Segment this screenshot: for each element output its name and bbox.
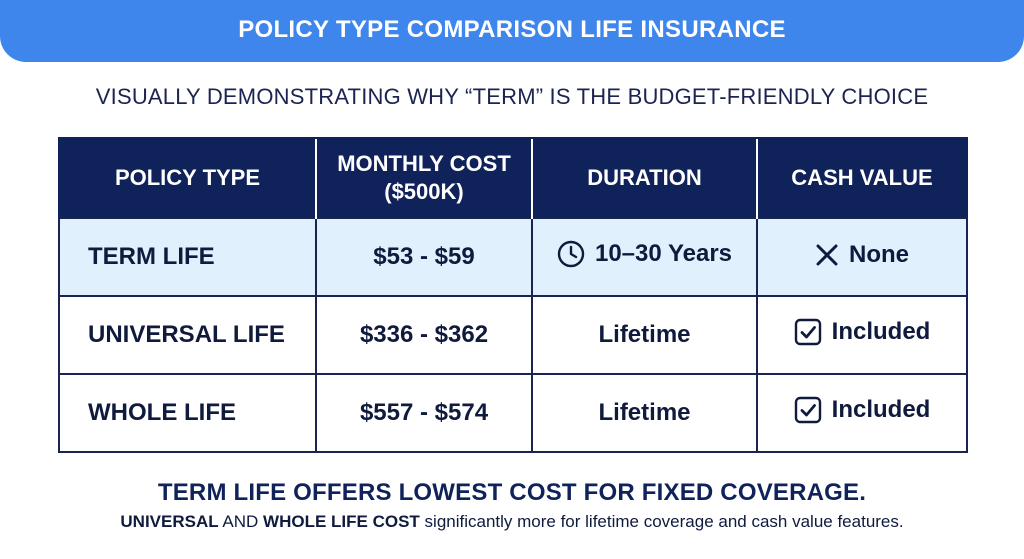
- table-row-whole-life: WHOLE LIFE $557 - $574 Lifetime Included: [58, 373, 968, 453]
- checkbox-checked-icon: [794, 318, 822, 346]
- policy-name: UNIVERSAL LIFE: [58, 295, 317, 375]
- page-title: POLICY TYPE COMPARISON LIFE INSURANCE: [238, 16, 786, 43]
- header-monthly-cost-line1: MONTHLY COST: [337, 151, 511, 176]
- clock-icon: [557, 240, 585, 268]
- x-mark-icon: [815, 243, 839, 267]
- footer-note-bold-whole-life: WHOLE LIFE COST: [263, 512, 420, 531]
- policy-name: WHOLE LIFE: [58, 373, 317, 453]
- cash-value-text: None: [849, 240, 909, 268]
- header-monthly-cost-line2: ($500K): [384, 179, 464, 204]
- duration-value: Lifetime: [531, 295, 758, 375]
- policy-name: TERM LIFE: [58, 217, 317, 297]
- cash-value-text: Included: [831, 395, 931, 423]
- header-monthly-cost: MONTHLY COST ($500K): [315, 137, 532, 218]
- footer-note-text-and: AND: [218, 512, 264, 531]
- duration-value: Lifetime: [531, 373, 758, 453]
- footer-note-bold-universal: UNIVERSAL: [120, 512, 219, 531]
- monthly-cost: $336 - $362: [315, 295, 533, 375]
- checkbox-checked-icon: [794, 396, 822, 424]
- duration-value: 10–30 Years: [594, 239, 733, 267]
- table-row-universal-life: UNIVERSAL LIFE $336 - $362 Lifetime Incl…: [58, 295, 968, 375]
- table-row-term-life: TERM LIFE $53 - $59 10–30 Years: [58, 217, 968, 297]
- header-cash-value: CASH VALUE: [756, 137, 968, 218]
- cash-value-text: Included: [831, 317, 931, 345]
- title-banner: POLICY TYPE COMPARISON LIFE INSURANCE: [0, 0, 1024, 62]
- footer-note-text-rest: significantly more for lifetime coverage…: [419, 512, 904, 531]
- comparison-table: POLICY TYPE MONTHLY COST ($500K) DURATIO…: [58, 137, 968, 453]
- footer-note: UNIVERSAL AND WHOLE LIFE COST significan…: [0, 512, 1024, 532]
- cash-value-cell: Included: [756, 373, 968, 453]
- monthly-cost: $557 - $574: [315, 373, 533, 453]
- page-subtitle: VISUALLY DEMONSTRATING WHY “TERM” IS THE…: [95, 84, 929, 109]
- header-duration: DURATION: [531, 137, 757, 218]
- table-header-row: POLICY TYPE MONTHLY COST ($500K) DURATIO…: [58, 137, 968, 218]
- cash-value-cell: Included: [756, 295, 968, 375]
- monthly-cost: $53 - $59: [315, 217, 533, 297]
- duration-cell: 10–30 Years: [531, 217, 758, 297]
- header-policy-type: POLICY TYPE: [58, 137, 316, 218]
- cash-value-cell: None: [756, 217, 968, 297]
- footer-headline: TERM LIFE OFFERS LOWEST COST FOR FIXED C…: [157, 479, 867, 506]
